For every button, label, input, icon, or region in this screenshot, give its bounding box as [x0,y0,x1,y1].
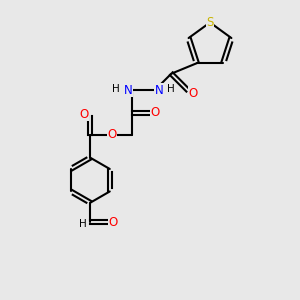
Text: O: O [107,128,117,141]
Text: O: O [188,87,198,100]
Text: N: N [155,84,164,97]
Text: N: N [123,84,132,97]
Text: O: O [109,216,118,229]
Text: S: S [206,16,214,29]
Text: O: O [79,108,88,121]
Text: O: O [151,106,160,119]
Text: H: H [167,84,175,94]
Text: H: H [112,84,120,94]
Text: H: H [79,219,87,229]
